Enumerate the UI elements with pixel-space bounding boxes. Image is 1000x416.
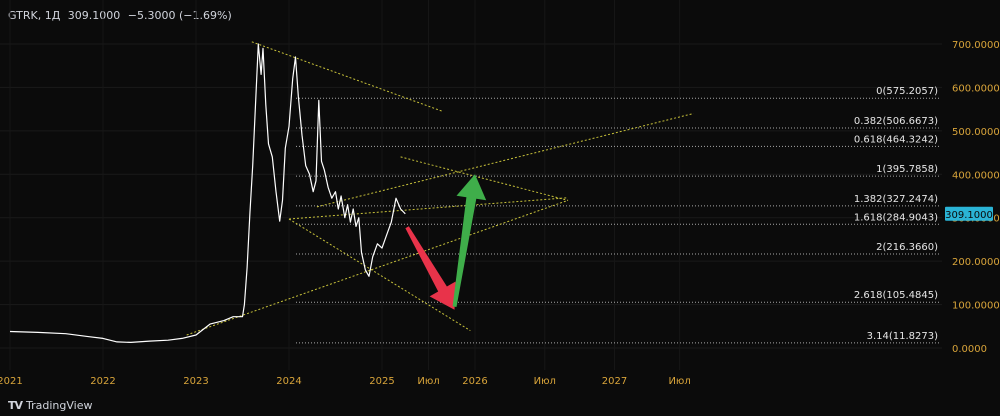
x-tick-label: 2023: [183, 376, 208, 387]
trendline: [186, 199, 569, 336]
x-axis: 2021 2022 2023 2024 2025 Июл 2026 Июл 2027 Июл: [0, 376, 691, 387]
fib-level-label: 0(575.2057): [876, 86, 938, 97]
fib-layer: 0(575.2057) 0.382(506.6673) 0.618(464.3242…: [296, 86, 940, 344]
x-tick-label: 2027: [602, 376, 627, 387]
last-price-tag-layer: 309.1000: [945, 206, 993, 221]
y-tick-label: 400.0000: [952, 170, 1000, 181]
fib-level-label: 0.618(464.3242): [854, 134, 938, 145]
x-tick-label: 2024: [276, 376, 301, 387]
fib-level-label: 1(395.7858): [876, 164, 938, 175]
y-tick-label: 500.0000: [952, 127, 1000, 138]
trendline: [288, 197, 569, 220]
fib-level-label: 1.382(327.2474): [854, 194, 938, 205]
last-price-tag: [945, 206, 993, 221]
y-tick-label: 0.0000: [952, 344, 987, 355]
trendline: [288, 218, 471, 332]
grid-layer: [0, 0, 942, 370]
symbol-name: GTRK, 1Д: [8, 9, 61, 22]
x-tick-label: 2022: [90, 376, 115, 387]
series-layer: [9, 43, 406, 343]
x-tick-label: 2025: [369, 376, 394, 387]
y-tick-label: 700.0000: [952, 40, 1000, 51]
trendline: [251, 41, 443, 112]
x-tick-label: Июл: [534, 376, 556, 387]
symbol-change: −5.3000 (−1.69%): [127, 9, 232, 22]
last-price-label: 309.1000: [945, 210, 993, 221]
fib-level-label: 3.14(11.8273): [867, 331, 939, 342]
symbol-price: 309.1000: [67, 9, 121, 22]
arrow-up-icon: [452, 174, 487, 307]
tradingview-brand: TradingView: [26, 399, 93, 412]
y-axis: 700.0000600.0000500.0000400.0000300.0000…: [952, 40, 1000, 355]
fib-level-label: 1.618(284.9043): [854, 212, 938, 223]
arrow-down-icon: [405, 226, 456, 310]
symbol-header[interactable]: GTRK, 1Д 309.1000 −5.3000 (−1.69%): [8, 9, 232, 22]
fib-level-label: 0.382(506.6673): [854, 116, 938, 127]
x-tick-label: Июл: [668, 376, 690, 387]
footer[interactable]: TV TradingView: [8, 399, 93, 412]
fib-level-label: 2.618(105.4845): [854, 290, 938, 301]
trendline-layer: [186, 41, 694, 336]
y-tick-label: 200.0000: [952, 257, 1000, 268]
y-tick-label: 100.0000: [952, 301, 1000, 312]
arrow-layer: [405, 174, 487, 310]
trendline: [316, 112, 694, 208]
y-tick-label: 600.0000: [952, 83, 1000, 94]
trendline: [400, 156, 569, 201]
x-tick-label: Июл: [417, 376, 439, 387]
fib-level-label: 2(216.3660): [876, 242, 938, 253]
tradingview-logo-icon: TV: [8, 399, 23, 412]
x-tick-label: 2026: [462, 376, 487, 387]
price-series-line: [9, 43, 406, 343]
x-tick-label: 2021: [0, 376, 23, 387]
